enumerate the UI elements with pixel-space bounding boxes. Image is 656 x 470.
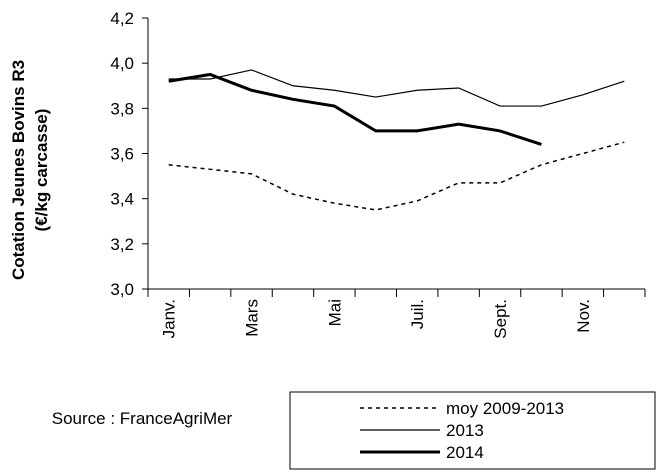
y-tick-label: 4,0: [110, 54, 134, 73]
legend-label: 2013: [446, 421, 484, 440]
x-tick-label: Sept.: [491, 299, 510, 339]
line-series: [168, 72, 542, 146]
x-tick-label: Mars: [243, 299, 262, 337]
x-tick-label: Nov.: [574, 299, 593, 333]
y-tick-label: 3,2: [110, 235, 134, 254]
legend-box: [289, 391, 656, 470]
y-tick-label: 3,0: [110, 280, 134, 299]
x-tick-label: Mai: [325, 299, 344, 326]
y-axis-label: Cotation Jeunes Bovins R3: [9, 60, 28, 280]
line-series: [168, 69, 625, 107]
legend-label: 2014: [446, 443, 484, 462]
y-tick-label: 4,2: [110, 9, 134, 28]
legend-label: moy 2009-2013: [446, 399, 564, 418]
y-tick-label: 3,4: [110, 190, 134, 209]
x-tick-label: Juil.: [408, 299, 427, 329]
line-series: [168, 141, 625, 211]
y-axis-label: (€/kg carcasse): [32, 109, 51, 232]
y-tick-label: 3,8: [110, 99, 134, 118]
source-note: Source : FranceAgriMer: [52, 409, 233, 428]
y-tick-label: 3,6: [110, 145, 134, 164]
x-tick-label: Janv.: [160, 299, 179, 338]
